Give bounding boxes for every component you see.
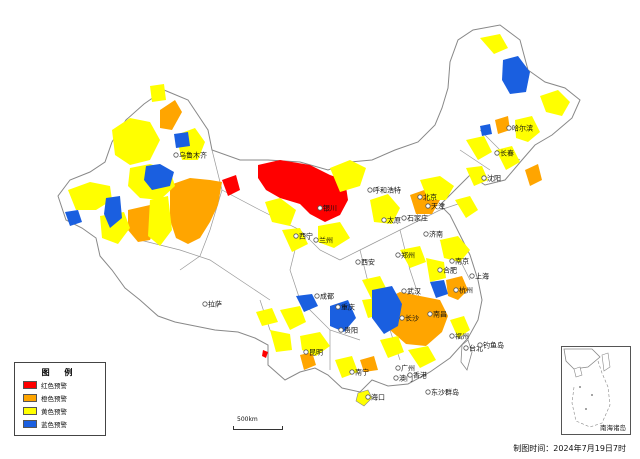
city-label-tianjin: 天津 [431, 203, 445, 211]
city-label-shijiazhuang: 石家庄 [407, 214, 428, 223]
city-label-wulumuqi: 乌鲁木齐 [179, 151, 207, 160]
city-dot-zhengzhou [395, 252, 401, 258]
legend-swatch-blue [23, 420, 37, 428]
legend: 图 例 红色预警 橙色预警 黄色预警 蓝色预警 [14, 362, 106, 436]
city-label-taiyuan: 太原 [387, 216, 401, 225]
city-label-nanjing: 南京 [455, 257, 469, 266]
city-dot-taibei [463, 345, 469, 351]
legend-item-yellow: 黄色预警 [23, 405, 105, 417]
city-label-changchun: 长春 [500, 149, 514, 158]
city-dot-xian [355, 259, 361, 265]
city-label-lasa: 拉萨 [208, 300, 222, 309]
city-dot-xining [293, 233, 299, 239]
city-dot-taiyuan [381, 217, 387, 223]
city-dot-guangzhou [395, 365, 401, 371]
city-label-nanchang: 南昌 [433, 310, 447, 319]
city-dot-dongshaqundao [425, 389, 431, 395]
legend-swatch-red [23, 381, 37, 389]
south-china-sea-inset: 南海诸岛 [561, 346, 631, 435]
city-dot-lanzhou [313, 237, 319, 243]
city-label-beijing: 北京 [423, 193, 437, 202]
city-dot-wuhan [401, 288, 407, 294]
city-label-nanning: 南宁 [355, 368, 369, 377]
city-label-haerbin: 哈尔滨 [512, 124, 533, 133]
city-dot-nanchang [427, 311, 433, 317]
city-dot-kunming [303, 349, 309, 355]
city-label-chongqing: 重庆 [341, 303, 355, 312]
city-dot-nanning [349, 369, 355, 375]
city-dot-changchun [494, 150, 500, 156]
city-label-lanzhou: 兰州 [319, 236, 333, 245]
city-dot-shanghai [469, 273, 475, 279]
legend-item-blue: 蓝色预警 [23, 418, 105, 430]
legend-item-orange: 橙色预警 [23, 392, 105, 404]
city-label-xining: 西宁 [299, 232, 313, 241]
city-label-kunming: 昆明 [309, 349, 323, 357]
legend-label-red: 红色预警 [41, 382, 67, 390]
hainan [355, 389, 373, 407]
city-dot-changsha [399, 315, 405, 321]
city-dot-wulumuqi [173, 152, 179, 158]
city-label-fuzhou: 福州 [455, 332, 469, 341]
city-dot-shijiazhuang [401, 215, 407, 221]
city-label-chengdu: 成都 [320, 292, 334, 301]
city-dot-tianjin [425, 203, 431, 209]
city-dot-huhehaote [367, 187, 373, 193]
city-label-hefei: 合肥 [443, 266, 457, 275]
city-label-taibei: 台北 [469, 344, 483, 353]
city-label-huhehaote: 呼和浩特 [373, 186, 401, 195]
city-dot-guiyang [338, 327, 344, 333]
legend-title: 图 例 [41, 368, 79, 377]
city-dot-shenyang [481, 175, 487, 181]
map-timestamp: 制图时间：2024年7月19日7时 [513, 444, 626, 453]
city-dot-jinan [423, 231, 429, 237]
city-label-changsha: 长沙 [405, 314, 419, 323]
scale-bar: 500km [233, 416, 283, 430]
legend-label-yellow: 黄色预警 [41, 408, 67, 416]
city-dot-beijing [417, 194, 423, 200]
city-label-zhengzhou: 郑州 [401, 252, 415, 260]
legend-item-red: 红色预警 [23, 379, 105, 391]
scale-bar-label: 500km [237, 416, 258, 423]
inset-map [563, 348, 611, 428]
city-label-xian: 西安 [361, 258, 375, 267]
city-label-wuhan: 武汉 [407, 287, 421, 296]
city-dot-nanjing [449, 258, 455, 264]
city-label-yinchuan: 银川 [323, 204, 337, 213]
city-label-shenyang: 沈阳 [487, 174, 501, 183]
city-label-guiyang: 贵阳 [344, 326, 358, 335]
city-label-diaoyudao: 钓鱼岛 [483, 341, 504, 350]
city-dot-chengdu [314, 293, 320, 299]
scale-bar-line [233, 426, 283, 430]
city-label-aomen: 澳门 [399, 374, 413, 383]
legend-swatch-orange [23, 394, 37, 402]
city-dot-aomen [393, 375, 399, 381]
city-dot-yinchuan [317, 205, 323, 211]
city-dot-haerbin [506, 125, 512, 131]
city-label-dongshaqundao: 东沙群岛 [431, 388, 459, 397]
city-dot-fuzhou [449, 333, 455, 339]
city-label-haikou: 海口 [371, 393, 385, 402]
city-dot-xianggang [407, 372, 413, 378]
city-dot-diaoyudao [477, 342, 483, 348]
legend-label-blue: 蓝色预警 [41, 421, 67, 429]
city-label-shanghai: 上海 [475, 272, 489, 281]
city-label-guangzhou: 广州 [401, 364, 415, 373]
city-dot-hefei [437, 267, 443, 273]
city-label-jinan: 济南 [429, 230, 443, 239]
city-dot-chongqing [335, 304, 341, 310]
city-dot-lasa [202, 301, 208, 307]
city-label-xianggang: 香港 [413, 371, 427, 380]
legend-label-orange: 橙色预警 [41, 395, 67, 403]
inset-label: 南海诸岛 [600, 424, 626, 432]
city-dot-hangzhou [453, 287, 459, 293]
legend-swatch-yellow [23, 407, 37, 415]
city-dot-haikou [365, 394, 371, 400]
city-label-hangzhou: 杭州 [459, 286, 473, 295]
red-warning-areas [222, 160, 348, 358]
